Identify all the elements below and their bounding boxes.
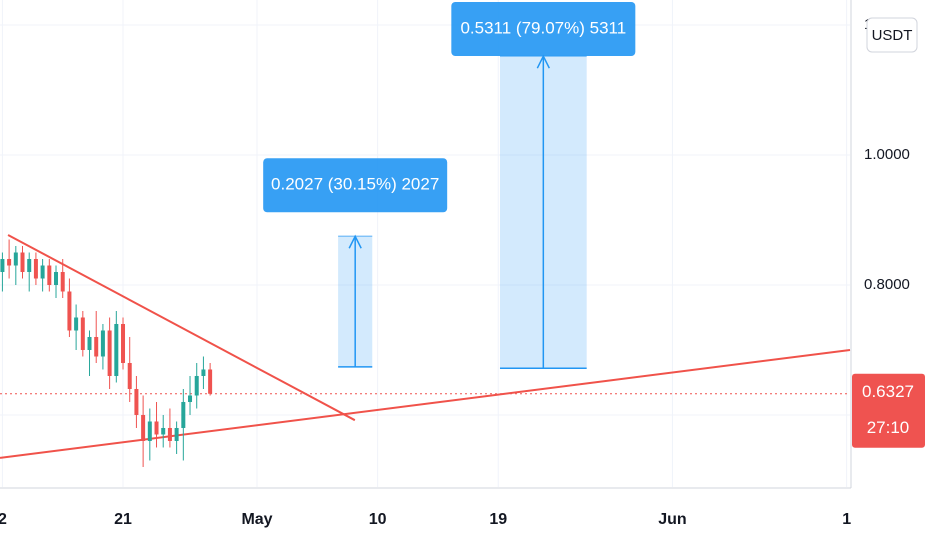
candle-body — [188, 395, 193, 402]
candle-body — [54, 271, 59, 285]
currency-label[interactable]: USDT — [872, 27, 913, 44]
candle-body — [7, 259, 12, 266]
x-tick-label: 1 — [842, 511, 851, 528]
candle-body — [67, 291, 72, 331]
measure-label: 0.2027 (30.15%) 2027 — [271, 175, 439, 194]
candle-body — [181, 401, 186, 428]
candle-body — [107, 330, 112, 376]
last-price-label: 0.6327 — [862, 382, 914, 401]
x-tick-label: 19 — [489, 511, 507, 528]
x-tick-label: Jun — [658, 511, 686, 528]
candle-body — [80, 317, 85, 350]
overlay: 0.2027 (30.15%) 2027 0.5311 (79.07%) 5311… — [263, 2, 925, 448]
candle-body — [20, 252, 25, 272]
candle-body — [121, 323, 126, 363]
candle-body — [127, 362, 132, 389]
plot-area — [0, 54, 851, 467]
last-price-box — [852, 373, 925, 448]
y-tick-label: 1.0000 — [864, 146, 910, 163]
currency-button[interactable] — [866, 17, 918, 53]
candle-body — [47, 265, 52, 285]
x-tick-label: 21 — [114, 511, 132, 528]
candle-body — [87, 336, 92, 350]
candle-body — [13, 252, 18, 266]
candle-body — [194, 375, 199, 396]
candle-body — [167, 427, 172, 441]
candle-body — [33, 259, 38, 279]
candle-body — [94, 336, 99, 357]
candle-body — [74, 317, 79, 331]
candle-body — [174, 427, 179, 441]
candle-body — [201, 369, 206, 376]
candle-body — [134, 388, 139, 415]
x-tick-label: 10 — [369, 511, 387, 528]
candle-body — [141, 414, 146, 441]
x-tick-label: May — [241, 511, 272, 528]
candle-body — [208, 369, 213, 394]
candle-body — [154, 421, 159, 435]
candle-body — [161, 427, 166, 435]
measure-arrowhead — [536, 54, 550, 69]
grid — [0, 0, 850, 487]
candle-body — [27, 259, 32, 272]
candle-body — [40, 265, 45, 279]
y-tick-label: 0.8000 — [864, 276, 910, 293]
candle-body — [0, 259, 5, 272]
countdown-label: 27:10 — [867, 418, 910, 437]
candle-body — [100, 330, 105, 357]
x-tick-label: 2 — [0, 511, 7, 528]
measure-label-box — [263, 158, 448, 213]
candle-body — [147, 421, 152, 441]
measure-label: 0.5311 (79.07%) 5311 — [460, 18, 626, 37]
candle-body — [60, 271, 65, 292]
measure-arrowhead — [348, 234, 362, 249]
trendline — [7, 234, 356, 422]
measure-label-box — [451, 2, 636, 56]
candle-body — [114, 323, 119, 376]
